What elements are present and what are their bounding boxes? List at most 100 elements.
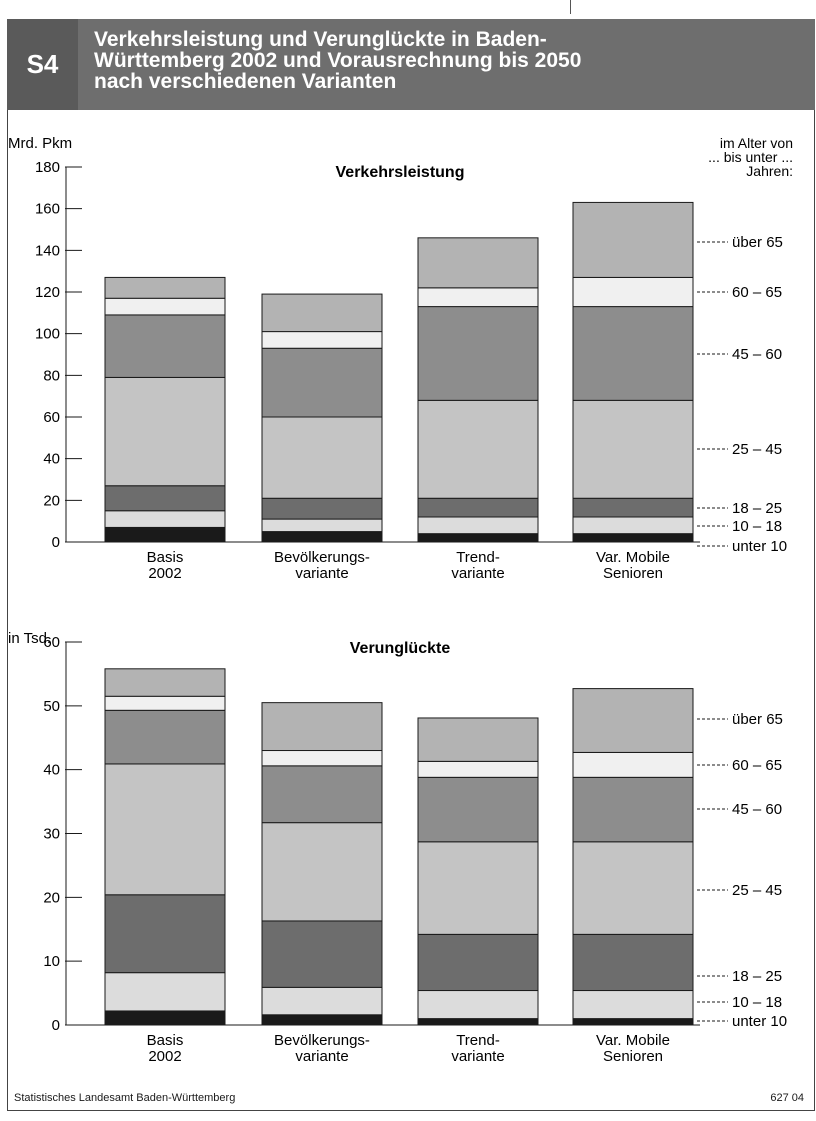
bar-segment-10-18-2 [261, 986, 383, 1016]
y-tick-label: 30 [43, 826, 60, 843]
bar-segment-60-65-2 [261, 331, 383, 349]
bar-segment-45-60-1 [104, 314, 226, 378]
bar-segment-25-45-4 [572, 841, 694, 935]
bar-segment-18-25-2 [261, 497, 383, 520]
bar-segment-45-60-2 [261, 347, 383, 418]
bar-segment-45-60-3 [417, 776, 539, 843]
legend-label-60-65: 60 – 65 [732, 757, 782, 774]
bar-segment-45-60-2 [261, 765, 383, 824]
bar-segment-60-65-1 [104, 695, 226, 711]
bar-segment-ber-65-3 [417, 717, 539, 762]
bar-segment-10-18-1 [104, 510, 226, 528]
x-tick-label: Var. Mobile [596, 1032, 670, 1049]
bar-segment-ber-65-4 [572, 201, 694, 278]
y-tick-label: 0 [52, 1017, 60, 1034]
x-tick-label: Trend- [456, 549, 500, 566]
legend-label-10-18: 10 – 18 [732, 518, 782, 535]
top-divider-line [570, 0, 571, 14]
y-tick-label: 60 [43, 634, 60, 651]
frame-left [7, 110, 8, 1111]
y-tick-label: 160 [35, 201, 60, 218]
legend-label-45-60: 45 – 60 [732, 801, 782, 818]
x-tick-label: Trend- [456, 1032, 500, 1049]
bar-segment-unter-10-3 [417, 1018, 539, 1026]
y-axis-label: in Tsd. [8, 630, 51, 647]
bar-segment-ber-65-1 [104, 276, 226, 299]
legend-title-line: im Alter von [720, 135, 793, 151]
bar-segment-unter-10-2 [261, 531, 383, 543]
x-tick-label: 2002 [148, 1048, 181, 1065]
y-tick-label: 40 [43, 762, 60, 779]
x-tick-label: variante [295, 565, 348, 582]
bar-segment-45-60-3 [417, 306, 539, 401]
x-tick-label: Bevölkerungs- [274, 549, 370, 566]
bar-segment-25-45-1 [104, 763, 226, 896]
bar-segment-ber-65-2 [261, 702, 383, 752]
y-tick-label: 100 [35, 326, 60, 343]
x-tick-label: Basis [147, 1032, 184, 1049]
bar-segment-18-25-4 [572, 933, 694, 992]
bar-segment-18-25-3 [417, 497, 539, 518]
x-tick-label: 2002 [148, 565, 181, 582]
bar-segment-10-18-3 [417, 516, 539, 535]
bar-segment-45-60-4 [572, 306, 694, 401]
bar-segment-25-45-2 [261, 822, 383, 922]
bar-segment-unter-10-2 [261, 1014, 383, 1026]
x-tick-label: Bevölkerungs- [274, 1032, 370, 1049]
bar-segment-25-45-1 [104, 376, 226, 487]
y-tick-label: 50 [43, 698, 60, 715]
legend-label-25-45: 25 – 45 [732, 441, 782, 458]
legend-label-ber-65: über 65 [732, 711, 783, 728]
legend-label-45-60: 45 – 60 [732, 346, 782, 363]
y-tick-label: 10 [43, 953, 60, 970]
x-tick-label: Senioren [603, 565, 663, 582]
bar-segment-60-65-2 [261, 750, 383, 767]
bar-segment-25-45-4 [572, 399, 694, 499]
figure-label-box: S4 [7, 19, 78, 110]
bar-segment-unter-10-4 [572, 533, 694, 543]
legend-label-18-25: 18 – 25 [732, 500, 782, 517]
bar-segment-18-25-1 [104, 894, 226, 974]
bar-segment-10-18-4 [572, 990, 694, 1020]
bar-segment-unter-10-4 [572, 1018, 694, 1026]
bar-segment-25-45-3 [417, 399, 539, 499]
x-tick-label: Senioren [603, 1048, 663, 1065]
legend-label-10-18: 10 – 18 [732, 994, 782, 1011]
legend-label-60-65: 60 – 65 [732, 284, 782, 301]
chart-verunglueckte: in Tsd. Verunglückte 0 10 20 30 40 50 60 Basis200… [8, 630, 787, 1065]
bar-segment-60-65-4 [572, 751, 694, 778]
bar-segment-45-60-4 [572, 776, 694, 843]
bar-segment-unter-10-1 [104, 526, 226, 543]
bar-segment-25-45-2 [261, 416, 383, 499]
frame-bottom [7, 1110, 815, 1111]
legend-label-unter-10: unter 10 [732, 538, 787, 555]
bar-segment-10-18-4 [572, 516, 694, 535]
y-tick-label: 60 [43, 409, 60, 426]
chart-title: Verunglückte [350, 640, 451, 657]
frame-right [814, 110, 815, 1111]
y-tick-label: 140 [35, 242, 60, 259]
chart-verkehrsleistung: Mrd. Pkm Verkehrsleistung im Alter von... … [8, 135, 793, 582]
bar-segment-25-45-3 [417, 841, 539, 935]
bar-segment-60-65-4 [572, 276, 694, 308]
bar-segment-60-65-3 [417, 760, 539, 778]
legend-label-unter-10: unter 10 [732, 1013, 787, 1030]
bar-segment-60-65-3 [417, 287, 539, 308]
figure-title: Verkehrsleistung und Verunglückte in Bad… [94, 28, 582, 93]
bar-segment-unter-10-1 [104, 1010, 226, 1026]
x-tick-label: Var. Mobile [596, 549, 670, 566]
legend-label-25-45: 25 – 45 [732, 882, 782, 899]
bar-segment-10-18-1 [104, 972, 226, 1012]
y-tick-label: 20 [43, 492, 60, 509]
bar-segment-18-25-3 [417, 933, 539, 992]
x-tick-label: variante [451, 565, 504, 582]
y-axis-label: Mrd. Pkm [8, 135, 72, 152]
bar-segment-unter-10-3 [417, 533, 539, 543]
bar-segment-10-18-3 [417, 990, 539, 1020]
y-tick-label: 0 [52, 534, 60, 551]
x-tick-label: variante [451, 1048, 504, 1065]
bar-segment-10-18-2 [261, 518, 383, 533]
chart-title: Verkehrsleistung [336, 164, 465, 181]
bar-segment-18-25-1 [104, 485, 226, 512]
